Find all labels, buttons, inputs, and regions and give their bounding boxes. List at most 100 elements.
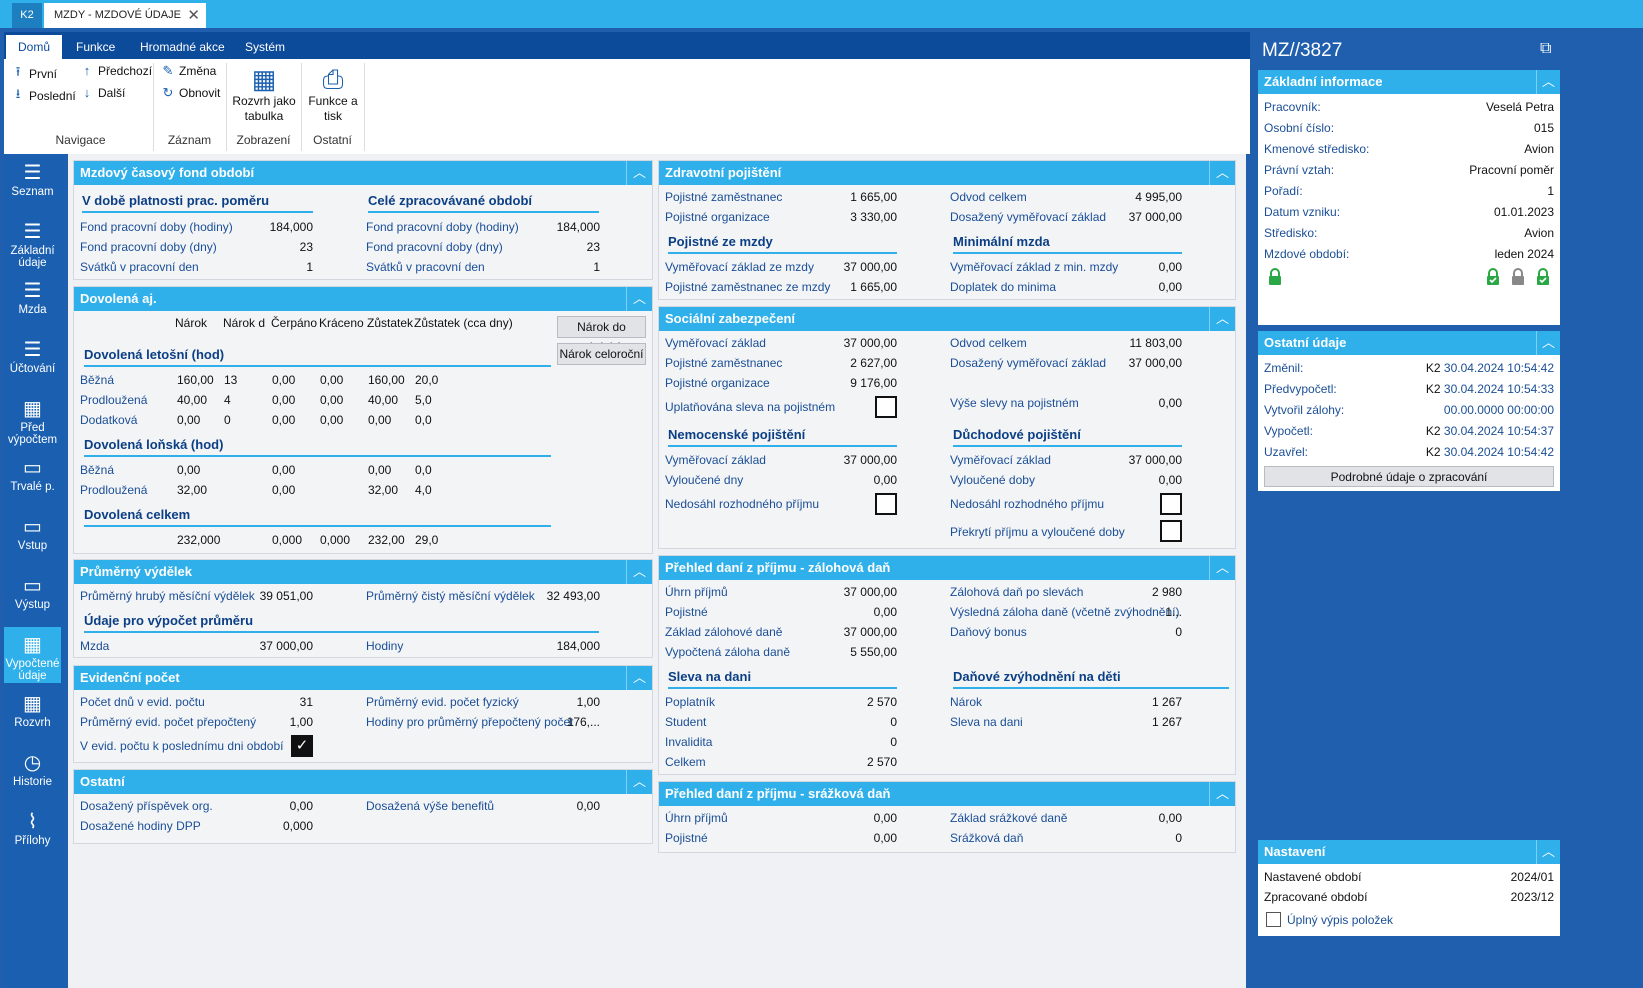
field-label: Uzavřel: bbox=[1264, 445, 1309, 459]
field-label: Středisko: bbox=[1264, 226, 1318, 240]
collapse-icon[interactable]: ︿ bbox=[626, 287, 652, 311]
field-value: 0 bbox=[890, 715, 897, 729]
cell: 29,0 bbox=[415, 533, 439, 547]
field-label: Výše slevy na pojistném bbox=[950, 396, 1079, 410]
collapse-icon[interactable]: ︿ bbox=[626, 666, 652, 690]
sidebar-item-seznam[interactable]: ☰ Seznam bbox=[4, 155, 61, 211]
field-value: 2 570 bbox=[866, 755, 897, 769]
field-value: 184,000 bbox=[556, 220, 600, 234]
tab-hromadne-akce[interactable]: Hromadné akce bbox=[140, 40, 225, 54]
layout-table-button[interactable]: ▦ Rozvrh jako tabulka bbox=[230, 64, 298, 124]
row-label: Prodloužená bbox=[80, 483, 148, 497]
cell: 0,000 bbox=[320, 533, 351, 547]
sidebar-item-zakladni-udaje[interactable]: ☰ Základní údaje bbox=[4, 214, 61, 270]
sidebar-item-prilohy[interactable]: ⌇ Přílohy bbox=[4, 804, 61, 860]
sidebar-item-vypoctene-udaje[interactable]: ▦ Vypočtené údaje bbox=[4, 627, 61, 683]
field-value: 1 665,00 bbox=[850, 190, 897, 204]
prekryti-prijmu-checkbox[interactable] bbox=[1160, 520, 1182, 542]
row-label: Prodloužená bbox=[80, 393, 148, 407]
field-label: Právní vztah: bbox=[1264, 163, 1335, 177]
field-label: Invalidita bbox=[665, 735, 713, 749]
subheading: Dovolená celkem bbox=[84, 507, 551, 527]
collapse-icon[interactable]: ︿ bbox=[1536, 840, 1560, 864]
collapse-icon[interactable]: ︿ bbox=[1536, 331, 1560, 355]
field-value: 015 bbox=[1533, 121, 1554, 135]
sidebar-item-vystup[interactable]: ▭ Výstup bbox=[4, 568, 61, 624]
field-value: 1,00 bbox=[576, 695, 600, 709]
field-label: Vypočtená záloha daně bbox=[665, 645, 790, 659]
tab-system[interactable]: Systém bbox=[245, 40, 286, 54]
sidebar-item-mzda[interactable]: ☰ Mzda bbox=[4, 273, 61, 329]
column-header: Zůstatek (cca dny) bbox=[414, 316, 513, 330]
sidebar-item-trvale-p[interactable]: ▭ Trvalé p. bbox=[4, 450, 61, 506]
app-tab[interactable]: K2 bbox=[12, 3, 42, 28]
cell: 32,00 bbox=[177, 483, 208, 497]
sidebar-item-uctovani[interactable]: ☰ Účtování bbox=[4, 332, 61, 388]
field-value: K2 30.04.2024 10:54:42 bbox=[1425, 445, 1554, 459]
panel-header: Zdravotní pojištění ︿ bbox=[659, 161, 1235, 185]
panel-ostatni-udaje: Ostatní údaje ︿ Změnil: K2 30.04.2024 10:5… bbox=[1258, 331, 1560, 491]
collapse-icon[interactable]: ︿ bbox=[626, 770, 652, 794]
duchodove-rozhodny-prijem-checkbox[interactable] bbox=[1160, 493, 1182, 515]
collapse-icon[interactable]: ︿ bbox=[1209, 161, 1235, 185]
field-value: K2 30.04.2024 10:54:37 bbox=[1425, 424, 1554, 438]
field-value: K2 30.04.2024 10:54:33 bbox=[1425, 382, 1554, 396]
sidebar-item-rozvrh[interactable]: ▦ Rozvrh bbox=[4, 686, 61, 742]
sidebar-item-historie[interactable]: ◷ Historie bbox=[4, 745, 61, 801]
field-value: 31 bbox=[299, 695, 313, 709]
panel-dovolena: Dovolená aj. ︿ bbox=[73, 286, 653, 554]
collapse-icon[interactable]: ︿ bbox=[626, 560, 652, 584]
field-label: Vytvořil zálohy: bbox=[1264, 403, 1345, 417]
field-label: Úplný výpis položek bbox=[1287, 913, 1394, 927]
full-listing-checkbox[interactable] bbox=[1266, 912, 1281, 927]
field-label: Vyloučené doby bbox=[950, 473, 1035, 487]
ribbon bbox=[4, 59, 1302, 154]
change-button[interactable]: ✎ Změna bbox=[162, 63, 217, 78]
sleva-pojistne-checkbox[interactable] bbox=[875, 396, 897, 418]
panel-prumer: Průměrný výdělek ︿ bbox=[73, 559, 653, 658]
nemocenske-rozhodny-prijem-checkbox[interactable] bbox=[875, 493, 897, 515]
narok-celorocni-button[interactable]: Nárok celoroční bbox=[557, 343, 646, 365]
collapse-icon[interactable]: ︿ bbox=[1209, 782, 1235, 806]
narok-do-obdobi-button[interactable]: Nárok do období bbox=[557, 316, 646, 354]
next-button[interactable]: ↓ Další bbox=[80, 85, 126, 100]
lock-check-icon bbox=[1487, 268, 1499, 285]
last-button[interactable]: ⭳ Poslední bbox=[11, 85, 76, 107]
cell: 232,000 bbox=[177, 533, 221, 547]
field-value: 1 bbox=[1547, 184, 1554, 198]
collapse-icon[interactable]: ︿ bbox=[626, 161, 652, 185]
field-value: 0 bbox=[1175, 831, 1182, 845]
field-label: Sleva na dani bbox=[950, 715, 1023, 729]
detail-processing-button[interactable]: Podrobné údaje o zpracování bbox=[1264, 466, 1554, 487]
evid-last-day-checkbox[interactable]: ✓ bbox=[291, 735, 313, 757]
first-button[interactable]: ⭱ První bbox=[11, 63, 57, 85]
sidebar-item-pred-vypoctem[interactable]: ▦ Před výpočtem bbox=[4, 391, 61, 447]
collapse-icon[interactable]: ︿ bbox=[1536, 70, 1560, 94]
panel-header: Evidenční počet ︿ bbox=[74, 666, 652, 690]
open-external-icon[interactable]: ⧉ bbox=[1540, 40, 1552, 57]
field-value: 1 665,00 bbox=[850, 280, 897, 294]
table-icon: ▦ bbox=[251, 64, 277, 94]
list-icon: ☰ bbox=[23, 339, 42, 361]
panel-header: Ostatní ︿ bbox=[74, 770, 652, 794]
row-label: Běžná bbox=[80, 463, 115, 477]
field-label: Daňový bonus bbox=[950, 625, 1027, 639]
sidebar-item-vstup[interactable]: ▭ Vstup bbox=[4, 509, 61, 565]
field-label: Hodiny pro průměrný přepočtený počet bbox=[366, 715, 574, 729]
panel-header: Sociální zabezpečení ︿ bbox=[659, 307, 1235, 331]
field-label: Pojistné zaměstnanec ze mzdy bbox=[665, 280, 831, 294]
previous-button[interactable]: ↑ Předchozí bbox=[80, 63, 152, 78]
field-label: Pojistné organizace bbox=[665, 210, 770, 224]
field-label: Dosažený příspěvek org. bbox=[80, 799, 213, 813]
field-value: 0,00 bbox=[576, 799, 600, 813]
tab-funkce[interactable]: Funkce bbox=[76, 40, 116, 54]
functions-print-button[interactable]: ⎙ Funkce a tisk bbox=[304, 64, 362, 124]
refresh-button[interactable]: ↻ Obnovit bbox=[162, 85, 221, 100]
document-tab[interactable]: MZDY - MZDOVÉ ÚDAJE ✕ bbox=[44, 3, 206, 28]
ribbon-separator bbox=[153, 63, 154, 151]
close-icon[interactable]: ✕ bbox=[187, 7, 200, 24]
tab-domu[interactable]: Domů bbox=[6, 35, 63, 59]
list-icon: ☰ bbox=[23, 221, 42, 243]
collapse-icon[interactable]: ︿ bbox=[1209, 556, 1235, 580]
collapse-icon[interactable]: ︿ bbox=[1209, 307, 1235, 331]
